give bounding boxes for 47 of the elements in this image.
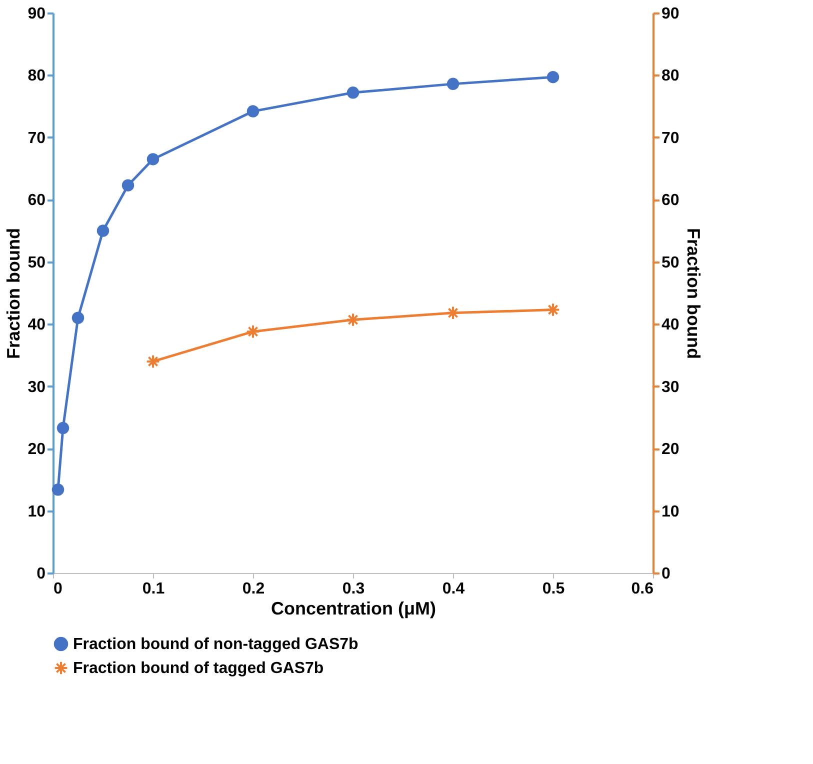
point	[72, 312, 84, 324]
point	[52, 484, 64, 496]
point	[146, 153, 160, 166]
x-axis-title: Concentration (μM)	[271, 598, 436, 618]
y-tick-label: 70	[28, 130, 46, 147]
y-tick-label: 30	[28, 378, 46, 396]
y-tick-label: 80	[28, 68, 46, 85]
point	[346, 86, 360, 99]
point	[146, 354, 160, 369]
y-tick-label: 0	[36, 566, 46, 582]
y-tick-label: 20	[28, 441, 46, 458]
point	[122, 179, 134, 192]
point	[246, 105, 260, 118]
y2-tick-label: 0	[662, 566, 670, 582]
point	[446, 306, 460, 320]
x-tick-label: 0.4	[442, 580, 465, 598]
y2-tick-label: 80	[662, 68, 680, 85]
y2-tick-label: 70	[662, 130, 680, 147]
point	[446, 78, 460, 90]
y2-tick-label: 90	[662, 6, 680, 22]
point	[546, 70, 560, 84]
y2-tick-label: 10	[662, 503, 680, 520]
y2-axis-title: Fraction bound	[683, 228, 704, 359]
legend-label: Fraction bound of non-tagged GAS7b	[73, 636, 359, 653]
x-tick-label: 0.6	[631, 580, 654, 598]
y2-tick-label: 40	[662, 316, 680, 334]
point	[56, 422, 70, 434]
x-tick-label: 0	[54, 580, 62, 598]
point	[96, 224, 110, 237]
point	[546, 302, 560, 317]
legend-label: Fraction bound of tagged GAS7b	[73, 660, 324, 677]
y2-tick-label: 50	[662, 254, 680, 272]
x-tick-label: 0.2	[242, 580, 265, 598]
x-tick-label: 0.1	[142, 580, 165, 598]
y-tick-label: 40	[28, 316, 46, 334]
y2-tick-label: 30	[662, 378, 680, 396]
y2-tick-label: 20	[662, 441, 680, 458]
y2-tick-label: 60	[662, 192, 680, 210]
x-tick-label: 0.3	[342, 580, 365, 598]
y-tick-label: 90	[28, 6, 46, 22]
y-axis-title: Fraction bound	[4, 228, 24, 359]
y-tick-label: 60	[28, 192, 46, 210]
x-tick-label: 0.5	[542, 580, 565, 598]
point	[246, 324, 260, 339]
point	[346, 312, 360, 327]
y-tick-label: 10	[28, 503, 46, 520]
y-tick-label: 50	[28, 254, 46, 272]
